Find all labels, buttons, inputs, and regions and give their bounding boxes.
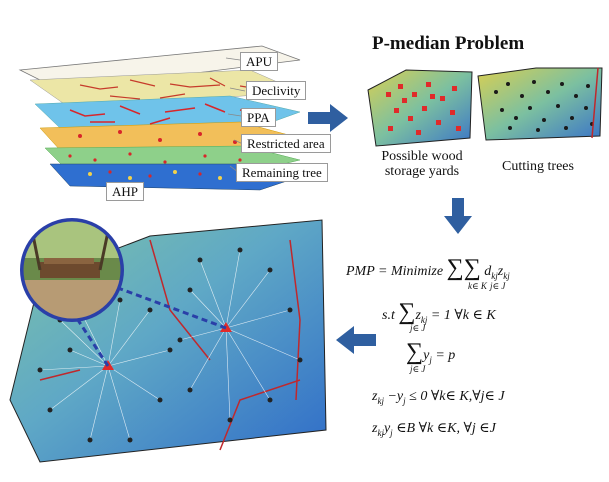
eq-objective: PMP = Minimize ∑∑ dkjzkj bbox=[346, 255, 510, 281]
storage-yards-map bbox=[367, 69, 473, 147]
hub1-lines bbox=[39, 299, 171, 441]
eq-pmp-lhs: PMP = Minimize bbox=[346, 264, 444, 279]
caption-cutting-trees: Cutting trees bbox=[502, 159, 574, 174]
arrow-left-icon bbox=[336, 326, 376, 354]
label-remaining-tree: Remaining tree bbox=[236, 163, 328, 182]
eq-st: s.t bbox=[382, 308, 395, 323]
eq-c1-rhs: = 1 ∀k ∈ K bbox=[430, 308, 496, 323]
caption-storage-yards: Possible wood storage yards bbox=[381, 149, 463, 179]
eq-c2-rhs: = p bbox=[435, 348, 456, 363]
eq-constraint-4: zkjyj ∈B ∀k ∈K, ∀j ∈J bbox=[372, 421, 496, 438]
arrow-down-icon bbox=[444, 198, 472, 234]
eq-sum-sub1: k∈ K bbox=[468, 281, 487, 291]
arrow-right-icon bbox=[308, 104, 348, 132]
eq-c3: ≤ 0 ∀k∈ K,∀j∈ J bbox=[409, 389, 505, 404]
solution-map bbox=[9, 218, 327, 463]
hub2-lines bbox=[179, 249, 301, 421]
eq-constraint-2: ∑yj = p bbox=[406, 339, 456, 365]
eq-c2-sub: j∈ J bbox=[410, 364, 426, 374]
page-title: P-median Problem bbox=[372, 33, 525, 54]
label-declivity: Declivity bbox=[246, 81, 307, 100]
eq-sum-sub2: j∈ J bbox=[490, 281, 506, 291]
pmedian-maps bbox=[367, 67, 603, 147]
label-ppa: PPA bbox=[241, 108, 276, 127]
cutting-trees-map bbox=[477, 67, 603, 141]
eq-constraint-1: s.t ∑zkj = 1 ∀k ∈ K bbox=[382, 299, 496, 325]
label-restricted-area: Restricted area bbox=[241, 134, 331, 153]
eq-pmp-term: d bbox=[484, 264, 492, 279]
eq-c4: ∈B ∀k ∈K, ∀j ∈J bbox=[396, 421, 496, 436]
eq-constraint-3: zkj −yj ≤ 0 ∀k∈ K,∀j∈ J bbox=[372, 389, 505, 406]
eq-c1-sub: j∈ J bbox=[410, 323, 426, 333]
label-apu: APU bbox=[240, 52, 279, 71]
label-ahp: AHP bbox=[106, 182, 145, 201]
